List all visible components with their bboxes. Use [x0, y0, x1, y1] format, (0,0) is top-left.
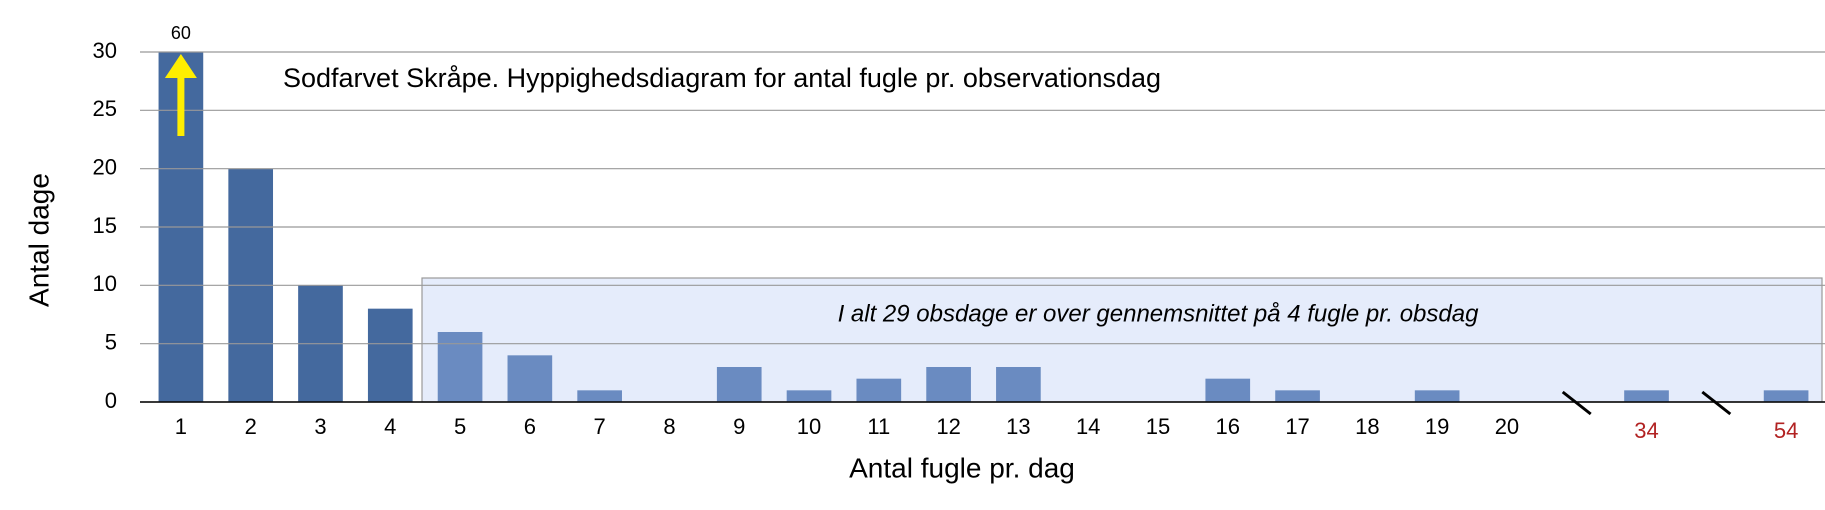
x-tick-label: 9 [733, 414, 745, 439]
bar [577, 390, 622, 402]
bar [507, 355, 553, 402]
x-tick-label: 2 [245, 414, 257, 439]
x-tick-label: 6 [524, 414, 536, 439]
x-tick-label: 8 [663, 414, 675, 439]
x-tick-label: 4 [384, 414, 396, 439]
bar [367, 308, 413, 402]
x-tick-label: 13 [1006, 414, 1030, 439]
y-tick-label: 20 [93, 154, 117, 179]
bar [1205, 378, 1251, 402]
bar [926, 367, 971, 402]
y-tick-label: 10 [93, 271, 117, 296]
x-tick-label: 14 [1076, 414, 1100, 439]
x-tick-label: 16 [1216, 414, 1240, 439]
y-axis-label: Antal dage [23, 173, 54, 307]
axis-break [1701, 390, 1732, 416]
bar [856, 378, 902, 402]
annotation-box [421, 277, 1823, 403]
bar [996, 367, 1041, 402]
x-tick-label: 7 [594, 414, 606, 439]
x-tick-label: 1 [175, 414, 187, 439]
x-tick-label: 10 [797, 414, 821, 439]
x-tick-label: 15 [1146, 414, 1170, 439]
bar [437, 332, 483, 402]
x-tick-label: 34 [1634, 418, 1658, 443]
bar [1275, 390, 1320, 402]
annotation: I alt 29 obsdage er over gennemsnittet p… [838, 300, 1480, 327]
y-tick-label: 5 [105, 329, 117, 354]
overflow-arrowhead [164, 54, 197, 78]
x-tick-label: 12 [936, 414, 960, 439]
axis-break [1561, 390, 1592, 416]
bar [786, 390, 832, 402]
bar [716, 367, 762, 402]
y-tick-label: 25 [93, 96, 117, 121]
x-tick-label: 5 [454, 414, 466, 439]
x-tick-label: 11 [867, 414, 890, 439]
bar [1624, 390, 1669, 402]
y-tick-label: 30 [93, 38, 117, 63]
y-tick-label: 0 [105, 388, 117, 413]
bar [1414, 390, 1460, 402]
bar [1763, 390, 1809, 402]
y-tick-label: 15 [93, 213, 117, 238]
x-tick-label: 18 [1355, 414, 1379, 439]
x-tick-label: 54 [1774, 418, 1798, 443]
x-axis-label: Antal fugle pr. dag [849, 452, 1075, 483]
value-label: 60 [171, 23, 191, 43]
chart-title: Sodfarvet Skråpe. Hyppighedsdiagram for … [283, 63, 1161, 93]
x-tick-label: 17 [1285, 414, 1309, 439]
x-tick-label: 3 [314, 414, 326, 439]
x-tick-label: 19 [1425, 414, 1449, 439]
x-tick-label: 20 [1495, 414, 1519, 439]
